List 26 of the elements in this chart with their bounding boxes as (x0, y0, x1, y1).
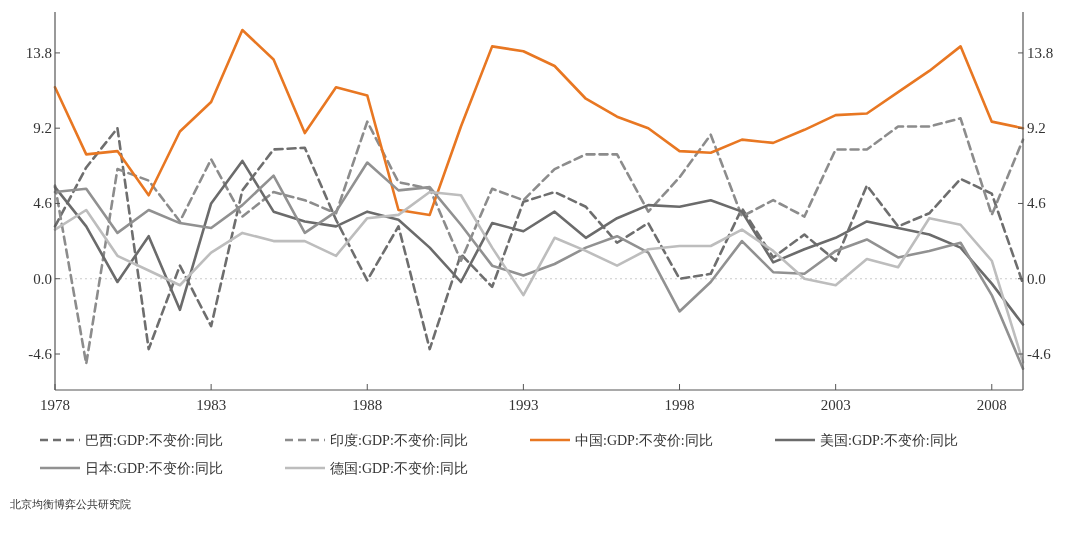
x-tick-label: 1998 (664, 397, 695, 413)
y-tick-label: 9.2 (33, 120, 52, 137)
text: 北京均衡博弈公共研究院 (10, 498, 131, 510)
y2-tick-label: 0.0 (1027, 270, 1046, 287)
line-series (53, 190, 1025, 364)
y-tick-label: -4.6 (28, 346, 53, 362)
legend-label: 巴西:GDP:不变价:同比 (85, 433, 223, 448)
x-tick-label: 1988 (352, 397, 383, 413)
x-tick-label: 1993 (508, 397, 539, 413)
y2-tick-label: 9.2 (1027, 120, 1046, 137)
y2-tick-label: -4.6 (1027, 346, 1052, 362)
x-tick-label: 1978 (40, 397, 70, 413)
legend-label: 日本:GDP:不变价:同比 (85, 461, 223, 476)
legend-label: 德国:GDP:不变价:同比 (330, 461, 468, 476)
y2-tick-label: 4.6 (1027, 195, 1047, 212)
legend-label: 印度:GDP:不变价:同比 (330, 433, 468, 448)
line-series (53, 28, 1025, 217)
y-tick-label: 4.6 (33, 195, 53, 212)
x-tick-label: 1983 (196, 397, 227, 413)
legend-label: 美国:GDP:不变价:同比 (820, 433, 958, 448)
y-tick-label: 0.0 (33, 270, 52, 287)
x-tick-label: 2003 (820, 397, 851, 413)
x-tick-label: 2008 (976, 397, 1007, 413)
legend-label: 中国:GDP:不变价:同比 (575, 433, 713, 448)
y-tick-label: 13.8 (25, 44, 52, 61)
y2-tick-label: 13.8 (1027, 44, 1054, 61)
